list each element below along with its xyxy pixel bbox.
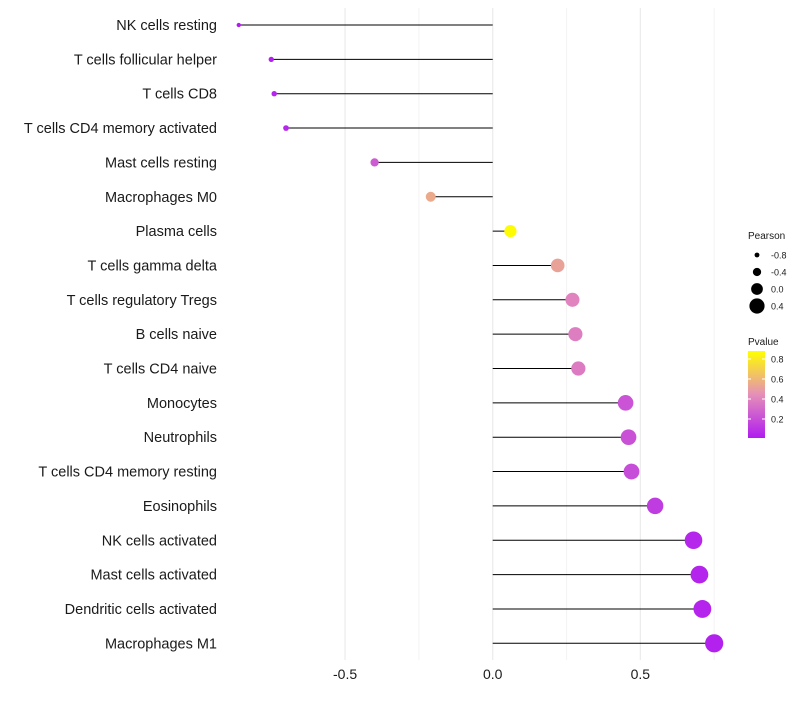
y-tick-label: T cells gamma delta (88, 258, 218, 274)
y-tick-label: Macrophages M1 (105, 636, 217, 652)
size-legend-key (749, 298, 765, 314)
size-legend: Pearson -0.8 -0.4 0.0 0.4 (748, 231, 787, 314)
y-tick-label: Plasma cells (136, 224, 217, 240)
y-tick-label: Neutrophils (144, 430, 217, 446)
size-legend-key (754, 252, 760, 258)
y-tick-label: Dendritic cells activated (65, 602, 217, 618)
data-point (623, 463, 640, 480)
color-legend-label: 0.2 (771, 415, 784, 425)
data-point (705, 634, 724, 653)
color-legend-title: Pvalue (748, 337, 779, 348)
y-tick-label: NK cells resting (116, 18, 217, 34)
points (236, 22, 724, 653)
y-tick-label: Mast cells resting (105, 155, 217, 171)
stems (238, 24, 715, 644)
color-legend-label: 0.6 (771, 375, 784, 385)
size-legend-title: Pearson (748, 231, 785, 242)
data-point (283, 125, 289, 131)
data-point (620, 429, 637, 446)
color-legend-label: 0.4 (771, 395, 784, 405)
y-tick-label: T cells CD4 naive (104, 362, 217, 378)
data-point (690, 565, 709, 584)
y-tick-label: T cells regulatory Tregs (67, 293, 217, 309)
y-tick-label: B cells naive (136, 327, 217, 343)
x-tick-label: 0.0 (483, 666, 503, 682)
y-tick-label: Monocytes (147, 396, 217, 412)
data-point (550, 258, 565, 273)
color-bar (748, 351, 765, 438)
size-legend-label: -0.8 (771, 251, 787, 261)
size-legend-label: -0.4 (771, 268, 787, 278)
data-point (271, 91, 277, 97)
data-point (646, 497, 664, 515)
size-legend-label: 0.0 (771, 285, 784, 295)
size-legend-label: 0.4 (771, 302, 784, 312)
y-tick-label: Macrophages M0 (105, 190, 217, 206)
y-tick-label: T cells follicular helper (74, 52, 217, 68)
y-tick-label: T cells CD8 (142, 87, 217, 103)
y-tick-label: T cells CD4 memory resting (38, 465, 217, 481)
data-point (236, 22, 241, 28)
y-tick-label: NK cells activated (102, 533, 217, 549)
size-legend-key (752, 267, 762, 277)
x-axis-ticks: -0.5 0.0 0.5 (333, 666, 650, 682)
y-tick-label: Eosinophils (143, 499, 217, 515)
data-point (425, 191, 436, 202)
data-point (568, 327, 583, 342)
data-point (565, 292, 580, 307)
data-point (370, 158, 379, 167)
size-legend-key (751, 283, 763, 295)
data-point (571, 361, 586, 376)
color-legend: Pvalue 0.2 0.4 0.6 0.8 (748, 337, 784, 438)
x-tick-label: 0.5 (631, 666, 651, 682)
y-tick-label: T cells CD4 memory activated (24, 121, 217, 137)
y-tick-label: Mast cells activated (90, 568, 217, 584)
data-point (693, 600, 712, 618)
data-point (504, 224, 517, 238)
data-point (268, 56, 274, 62)
x-tick-label: -0.5 (333, 666, 357, 682)
y-axis-labels: NK cells resting T cells follicular helpe… (24, 18, 218, 652)
data-point (684, 531, 703, 550)
data-point (617, 395, 634, 411)
color-legend-label: 0.8 (771, 355, 784, 365)
